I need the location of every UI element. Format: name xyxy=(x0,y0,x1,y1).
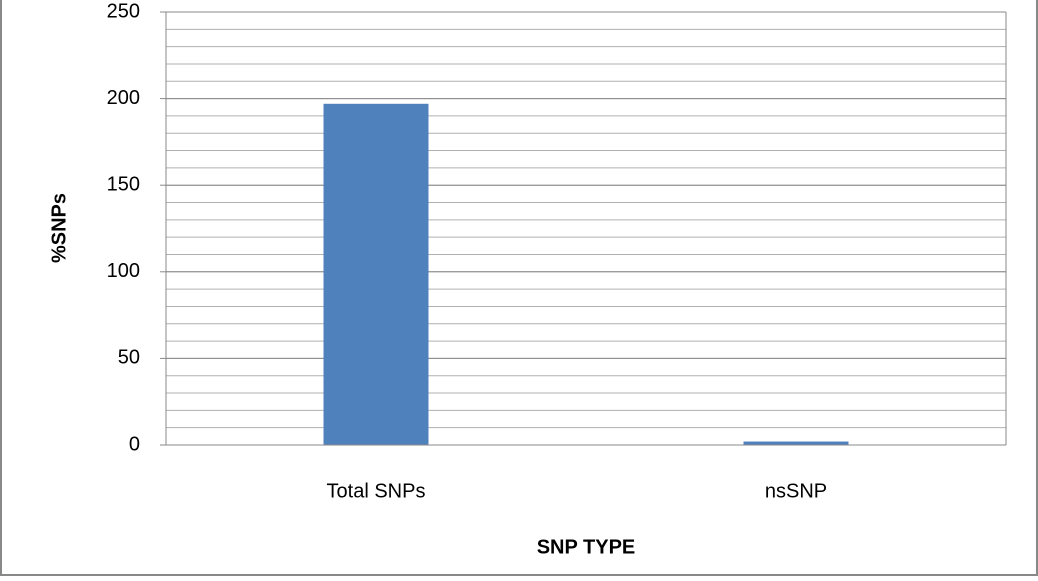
y-tick-label: 100 xyxy=(107,260,140,282)
x-axis-title: SNP TYPE xyxy=(537,536,636,558)
bar xyxy=(323,103,429,446)
y-tick-label: 250 xyxy=(107,0,140,22)
y-tick-label: 50 xyxy=(118,347,140,369)
y-tick-label: 150 xyxy=(107,173,140,195)
x-tick-label: Total SNPs xyxy=(327,480,426,502)
bar xyxy=(743,441,849,445)
y-axis-title: %SNPs xyxy=(48,193,70,263)
y-tick-label: 0 xyxy=(129,433,140,455)
y-tick-label: 200 xyxy=(107,87,140,109)
x-tick-label: nsSNP xyxy=(765,480,827,502)
